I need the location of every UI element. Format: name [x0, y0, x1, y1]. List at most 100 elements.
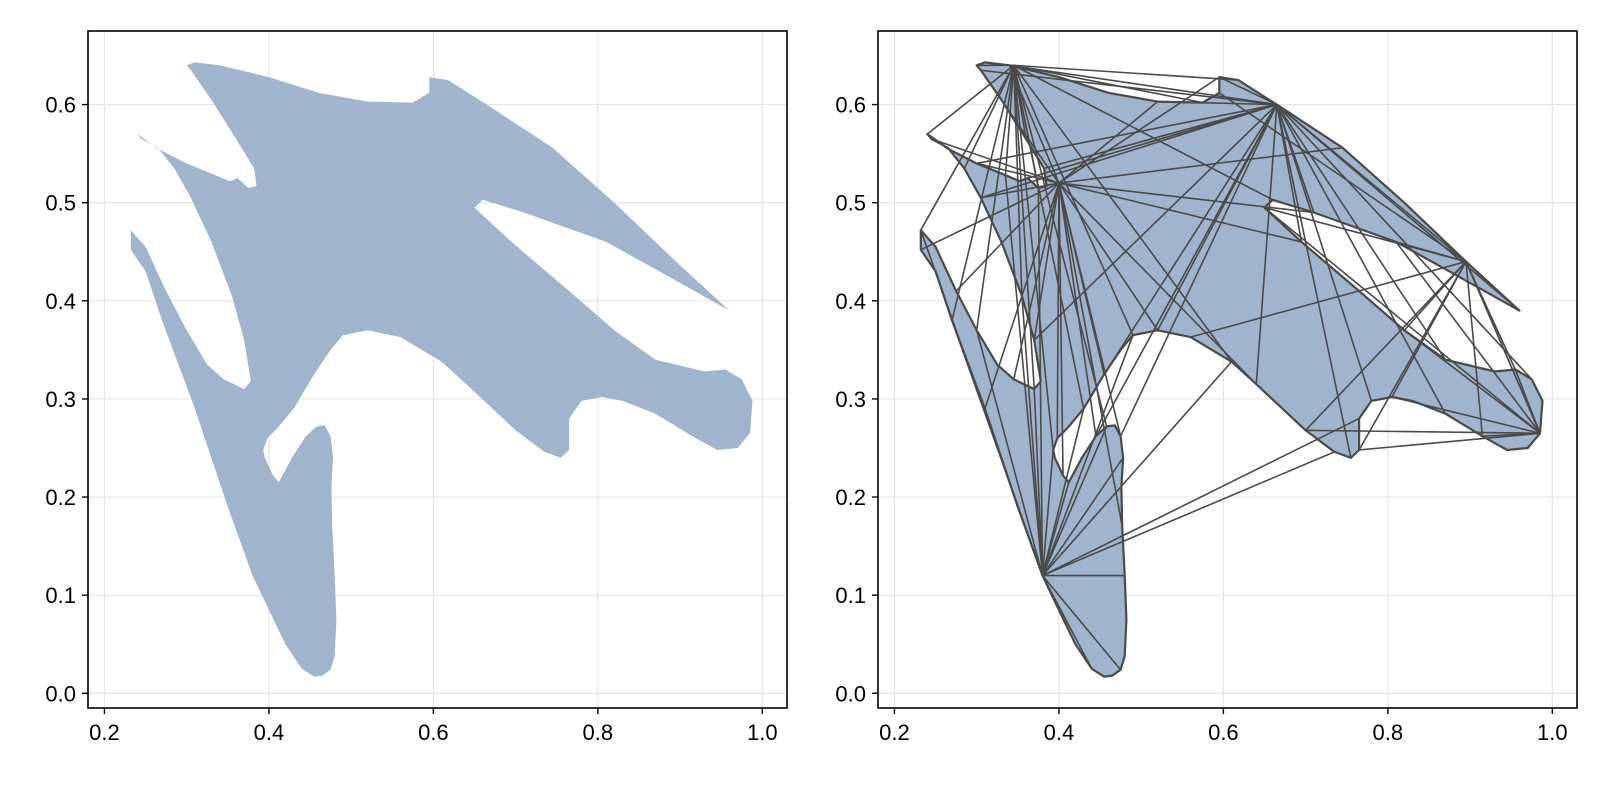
- triangulation-edge: [1263, 206, 1541, 434]
- triangulation-edge: [1190, 260, 1467, 338]
- triangulation-edge: [1056, 183, 1060, 439]
- x-tick-label: 0.8: [583, 720, 614, 745]
- chart-panel-1: 0.2 0.4 0.6 0.8 1.0 0.0 0.1 0.2 0.3 0.4 0.5 0.6: [45, 30, 788, 745]
- y-tick-label: 0.2: [835, 485, 866, 510]
- triangulation-edge: [1276, 103, 1344, 149]
- triangulation-edge: [1042, 451, 1335, 577]
- triangulation-edge: [1119, 104, 1278, 437]
- triangulation-edge: [1157, 100, 1277, 106]
- triangulation-edge: [1041, 334, 1134, 576]
- triangulation-edge: [1033, 104, 1278, 341]
- triangulation-edge: [1042, 417, 1360, 577]
- triangulation-edge: [1043, 103, 1278, 170]
- triangulation-edge: [920, 182, 1060, 251]
- triangulation-edge: [1218, 76, 1278, 106]
- triangulation-edge: [1359, 432, 1541, 451]
- plot-area: [919, 61, 1544, 678]
- x-tick-label: 0.8: [1373, 720, 1404, 745]
- triangulation-edge: [1276, 104, 1352, 458]
- triangulation-edge: [1041, 426, 1108, 576]
- x-tick-label: 0.4: [254, 720, 285, 745]
- y-tick-label: 0.4: [45, 289, 76, 314]
- y-tick-label: 0.0: [835, 681, 866, 706]
- triangulation-edge: [1012, 65, 1134, 336]
- triangulation-edge: [980, 103, 1278, 199]
- x-tick-label: 0.6: [1208, 720, 1239, 745]
- triangulation-edge: [1013, 64, 1239, 81]
- axes-frame: [877, 30, 1578, 709]
- triangulation-edge: [1009, 64, 1277, 106]
- triangulation-edge: [1033, 389, 1044, 576]
- y-tick-label: 0.5: [45, 191, 76, 216]
- triangulation-edge: [1012, 65, 1027, 140]
- triangulation-edge: [976, 103, 1277, 165]
- triangulation-edge: [920, 229, 1044, 576]
- y-tick-label: 0.6: [45, 93, 76, 118]
- triangulation-edge: [1276, 103, 1467, 263]
- triangulation-edge: [1218, 92, 1467, 263]
- y-tick-label: 0.5: [835, 191, 866, 216]
- triangulation-edge: [975, 330, 1044, 576]
- axes-frame: [87, 30, 788, 709]
- triangulation-edge: [1276, 104, 1533, 380]
- triangulation-edge: [1041, 457, 1124, 576]
- triangulation-edge: [1465, 261, 1541, 434]
- triangulation-edge: [1037, 187, 1044, 576]
- shape-polygon: [130, 62, 753, 677]
- y-tick-label: 0.1: [835, 583, 866, 608]
- triangulation-edge: [1058, 182, 1097, 437]
- y-tick-label: 0.3: [45, 387, 76, 412]
- x-tick-label: 0.2: [879, 720, 910, 745]
- triangulation-edge: [951, 65, 1015, 321]
- triangulation-edge: [1403, 329, 1541, 434]
- triangulation-edge: [1012, 65, 1023, 296]
- triangulation-edge: [1276, 104, 1447, 361]
- triangulation-edge: [1264, 206, 1467, 263]
- triangulation-edge: [1391, 396, 1541, 435]
- triangulation-edge: [1058, 146, 1343, 184]
- triangulation-edge: [1255, 104, 1278, 385]
- x-tick-label: 1.0: [1537, 720, 1568, 745]
- triangulation-edge: [1058, 182, 1314, 214]
- triangulation-edge: [1103, 104, 1278, 375]
- triangulation-edge: [1012, 65, 1054, 451]
- triangulation-edge: [1058, 182, 1159, 331]
- triangulation-edge: [1358, 261, 1467, 451]
- triangulation-edge: [1013, 64, 1233, 363]
- triangulation-edge: [1027, 103, 1278, 179]
- triangulation-edge: [980, 182, 1060, 199]
- triangulation-edge: [1041, 575, 1122, 671]
- y-tick-label: 0.1: [45, 583, 76, 608]
- triangulation-edge: [1041, 361, 1233, 577]
- triangulation-edge: [1095, 104, 1278, 437]
- triangulation-edge: [1021, 295, 1044, 576]
- triangulation-edge: [1058, 101, 1159, 184]
- triangulation-edge: [1041, 482, 1070, 576]
- x-tick-label: 0.2: [89, 720, 120, 745]
- triangulation-edge: [963, 64, 1015, 169]
- triangulation-edge: [1012, 65, 1108, 427]
- triangulation-edge: [1013, 64, 1203, 104]
- triangulation-edge: [1465, 261, 1484, 437]
- triangulation-edge: [1058, 183, 1064, 476]
- shape-polygon: [919, 61, 1544, 678]
- y-tick-label: 0.4: [835, 289, 866, 314]
- triangulation-edge: [1058, 182, 1302, 243]
- x-tick-label: 1.0: [747, 720, 778, 745]
- triangulation-edge: [1004, 175, 1044, 576]
- triangulation-edge: [1012, 65, 1036, 390]
- triangulation-edge: [1305, 261, 1467, 431]
- y-tick-label: 0.0: [45, 681, 76, 706]
- triangulation-edge: [1041, 408, 1085, 576]
- y-tick-label: 0.3: [835, 387, 866, 412]
- triangulation-edge: [920, 64, 1015, 231]
- triangulation-edge: [1041, 449, 1054, 576]
- triangulation-edge: [1041, 575, 1093, 670]
- triangulation-edge: [1058, 182, 1124, 527]
- x-tick-label: 0.4: [1044, 720, 1075, 745]
- y-tick-label: 0.6: [835, 93, 866, 118]
- plot-area: [130, 62, 753, 677]
- triangulation-edge: [1276, 104, 1373, 402]
